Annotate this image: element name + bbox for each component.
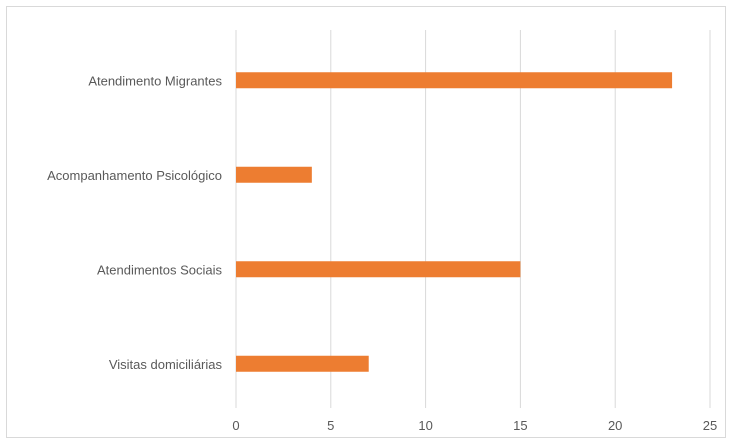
category-label-0: Atendimento Migrantes (88, 73, 222, 88)
bar-3 (236, 355, 369, 372)
x-tick-label-3: 15 (513, 418, 527, 433)
gridlines (235, 30, 711, 408)
x-tick-label-1: 5 (327, 418, 334, 433)
category-label-2: Atendimentos Sociais (97, 262, 223, 277)
x-tick-label-2: 10 (418, 418, 432, 433)
bar-1 (236, 166, 312, 183)
bars (236, 72, 673, 372)
x-tick-label-5: 25 (703, 418, 717, 433)
category-label-1: Acompanhamento Psicológico (47, 168, 222, 183)
category-label-3: Visitas domiciliárias (109, 357, 223, 372)
bar-2 (236, 261, 521, 278)
bar-0 (236, 72, 673, 89)
x-tick-label-4: 20 (608, 418, 622, 433)
x-tick-label-0: 0 (232, 418, 239, 433)
labels: 0 5 10 15 20 25 Atendimento Migrantes Acompanha… (47, 73, 717, 433)
